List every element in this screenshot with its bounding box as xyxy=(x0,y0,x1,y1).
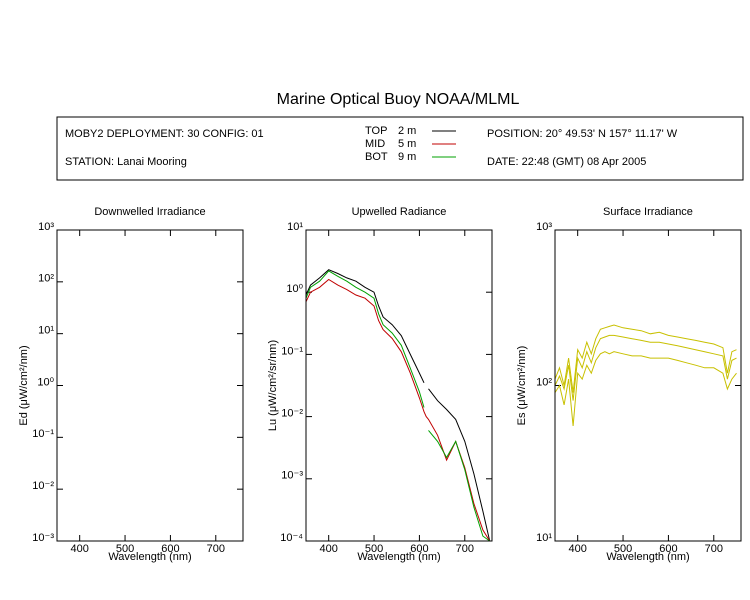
x-tick-label: 600 xyxy=(659,543,677,555)
y-tick-label: 10⁻¹ xyxy=(281,345,303,357)
y-tick-label: 10⁻³ xyxy=(32,532,54,544)
page-title: Marine Optical Buoy NOAA/MLML xyxy=(277,91,520,108)
x-tick-label: 600 xyxy=(410,543,428,555)
panel-title: Upwelled Radiance xyxy=(352,206,447,218)
x-tick-label: 500 xyxy=(116,543,134,555)
y-tick-label: 10⁰ xyxy=(286,283,303,295)
x-tick-label: 400 xyxy=(569,543,587,555)
legend-depth: 5 m xyxy=(398,138,416,150)
y-tick-label: 10⁻⁴ xyxy=(280,532,303,544)
y-axis-label: Es (μW/cm²/nm) xyxy=(516,346,528,426)
y-tick-label: 10³ xyxy=(38,221,54,233)
series-line xyxy=(305,278,491,542)
y-axis-label: Lu (μW/cm²/sr/nm) xyxy=(267,340,279,431)
y-tick-label: 10⁻¹ xyxy=(32,428,54,440)
date: DATE: 22:48 (GMT) 08 Apr 2005 xyxy=(487,156,646,168)
y-tick-label: 10¹ xyxy=(287,221,303,233)
y-tick-label: 10¹ xyxy=(536,532,552,544)
legend-label: BOT xyxy=(365,151,388,163)
y-axis-label: Ed (μW/cm²/nm) xyxy=(18,345,30,425)
legend-depth: 9 m xyxy=(398,151,416,163)
series-line xyxy=(554,334,737,401)
series-line xyxy=(554,324,737,393)
x-axis-label: Wavelength (nm) xyxy=(357,551,440,563)
legend-label: TOP xyxy=(365,125,387,137)
x-tick-label: 700 xyxy=(705,543,723,555)
y-tick-label: 10² xyxy=(536,376,552,388)
plot-frame xyxy=(305,229,493,542)
y-tick-label: 10⁻² xyxy=(281,408,303,420)
x-axis-label: Wavelength (nm) xyxy=(108,551,191,563)
x-tick-label: 400 xyxy=(320,543,338,555)
legend-label: MID xyxy=(365,138,385,150)
series-line xyxy=(305,270,490,542)
station: STATION: Lanai Mooring xyxy=(65,156,187,168)
position: POSITION: 20° 49.53' N 157° 11.17' W xyxy=(487,128,678,140)
x-tick-label: 700 xyxy=(456,543,474,555)
x-tick-label: 500 xyxy=(614,543,632,555)
plot-frame xyxy=(56,229,244,542)
deployment: MOBY2 DEPLOYMENT: 30 CONFIG: 01 xyxy=(65,128,264,140)
x-tick-label: 600 xyxy=(161,543,179,555)
x-tick-label: 500 xyxy=(365,543,383,555)
series-line xyxy=(554,351,737,426)
x-tick-label: 700 xyxy=(207,543,225,555)
panel-title: Surface Irradiance xyxy=(603,206,693,218)
x-tick-label: 400 xyxy=(71,543,89,555)
y-tick-label: 10⁻² xyxy=(32,480,54,492)
y-tick-label: 10² xyxy=(38,273,54,285)
y-tick-label: 10⁻³ xyxy=(281,470,303,482)
y-tick-label: 10⁰ xyxy=(37,376,54,388)
panel-title: Downwelled Irradiance xyxy=(94,206,205,218)
y-tick-label: 10¹ xyxy=(38,325,54,337)
info-box xyxy=(56,116,744,181)
plot-frame xyxy=(554,229,742,542)
x-axis-label: Wavelength (nm) xyxy=(606,551,689,563)
legend-depth: 2 m xyxy=(398,125,416,137)
y-tick-label: 10³ xyxy=(536,221,552,233)
series-line xyxy=(305,269,491,542)
